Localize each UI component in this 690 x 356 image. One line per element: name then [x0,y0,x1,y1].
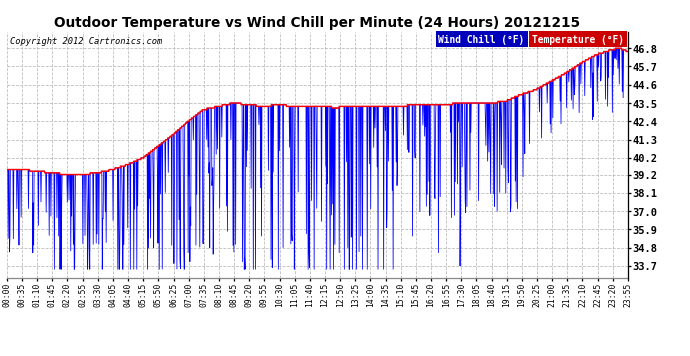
Text: Temperature (°F): Temperature (°F) [531,35,624,44]
Text: Wind Chill (°F): Wind Chill (°F) [439,35,524,44]
Title: Outdoor Temperature vs Wind Chill per Minute (24 Hours) 20121215: Outdoor Temperature vs Wind Chill per Mi… [55,16,580,30]
Text: Copyright 2012 Cartronics.com: Copyright 2012 Cartronics.com [10,37,162,46]
